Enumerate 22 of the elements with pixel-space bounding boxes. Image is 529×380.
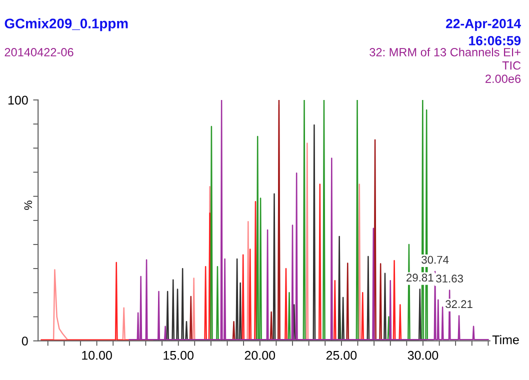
annotation: 31.63 (436, 274, 463, 283)
y-tick-label: 100 (8, 96, 28, 105)
x-axis-title: Time (492, 335, 519, 344)
text: TIC (502, 61, 521, 70)
text: 22-Apr-2014 (446, 18, 521, 31)
text: 2.00e6 (486, 74, 521, 83)
chart-subtitle: 20140422-06 (4, 48, 74, 56)
chart-title: GCmix209_0.1ppm (4, 18, 128, 32)
annotation: 29.81 (406, 274, 434, 282)
y-tick-label: 0 (22, 336, 28, 346)
line-series (128, 100, 489, 340)
x-tick-label: 25.00 (326, 350, 357, 360)
text: 16:06:59 (469, 36, 521, 46)
x-tick-label: 10.00 (82, 350, 112, 360)
x-tick-label: 15.00 (164, 350, 194, 360)
x-tick-label: 20.00 (244, 350, 276, 360)
annotation: 32.21 (446, 300, 472, 308)
text: 32: MRM of 13 Channels EI+ (370, 48, 520, 56)
x-tick-label: 30.00 (408, 350, 438, 360)
line-series (40, 184, 402, 341)
y-axis-title: % (24, 200, 32, 210)
annotation: 30.74 (422, 256, 449, 264)
